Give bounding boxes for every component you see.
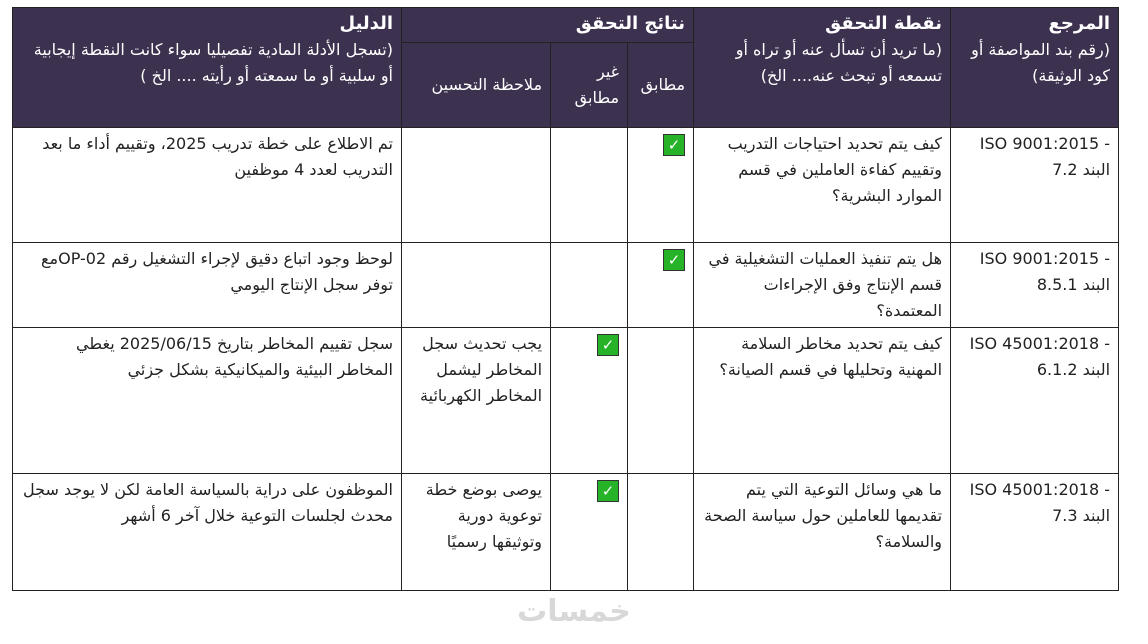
- header-improvement: ملاحظة التحسين: [400, 42, 552, 128]
- evidence-cell: لوحظ وجود اتباع دقيق لإجراء التشغيل رقم …: [12, 242, 402, 328]
- checkbox-checked-icon[interactable]: ✓: [663, 134, 686, 156]
- header-non-match: غير مطابق: [550, 42, 629, 128]
- reference-cell: - ISO 45001:2018 البند 7.3: [950, 473, 1120, 591]
- reference-cell: - ISO 45001:2018 البند 6.1.2: [950, 327, 1120, 474]
- header-evidence: الدليل (تسجل الأدلة المادية تفصيليا سواء …: [12, 7, 402, 128]
- checkbox-checked-icon[interactable]: ✓: [663, 249, 686, 271]
- check-point-cell: كيف يتم تحديد مخاطر السلامة المهنية وتحل…: [693, 327, 952, 474]
- table-row: - ISO 45001:2018 البند 6.1.2 كيف يتم تحدي…: [12, 327, 1120, 474]
- header-check-point-title: نقطة التحقق: [825, 13, 943, 34]
- evidence-cell: تم الاطلاع على خطة تدريب 2025، وتقييم أد…: [12, 127, 402, 243]
- header-check-point-subtitle: (ما تريد أن تسأل عنه أو تراه أو تسمعه أو…: [735, 40, 943, 85]
- match-cell: [627, 473, 695, 591]
- evidence-cell: سجل تقييم المخاطر بتاريخ 2025/06/15 يغطي…: [12, 327, 402, 474]
- checkbox-checked-icon[interactable]: ✓: [597, 480, 620, 502]
- improvement-cell: [400, 242, 552, 328]
- evidence-cell: الموظفون على دراية بالسياسة العامة لكن ل…: [12, 473, 402, 591]
- improvement-cell: يوصى بوضع خطة توعوية دورية وتوثيقها رسمي…: [400, 473, 552, 591]
- match-cell: [627, 327, 695, 474]
- table-row: - ISO 9001:2015 البند 8.5.1 هل يتم تنفيذ …: [12, 242, 1120, 328]
- header-evidence-subtitle: (تسجل الأدلة المادية تفصيليا سواء كانت ا…: [33, 40, 393, 85]
- table-row: - ISO 9001:2015 البند 7.2 كيف يتم تحديد ا…: [12, 127, 1120, 243]
- table-row: - ISO 45001:2018 البند 7.3 ما هي وسائل ال…: [12, 473, 1120, 591]
- non-match-cell: ✓: [550, 327, 629, 474]
- reference-cell: - ISO 9001:2015 البند 7.2: [950, 127, 1120, 243]
- improvement-cell: يجب تحديث سجل المخاطر ليشمل المخاطر الكه…: [400, 327, 552, 474]
- audit-checklist-table: المرجع (رقم بند المواصفة أو كود الوثيقة) …: [12, 7, 1120, 591]
- header-results: نتائج التحقق: [400, 7, 695, 43]
- header-match: مطابق: [627, 42, 695, 128]
- improvement-cell: [400, 127, 552, 243]
- non-match-cell: ✓: [550, 473, 629, 591]
- check-point-cell: ما هي وسائل التوعية التي يتم تقديمها للع…: [693, 473, 952, 591]
- check-point-cell: كيف يتم تحديد احتياجات التدريب وتقييم كف…: [693, 127, 952, 243]
- watermark-logo: خمسات: [517, 594, 631, 629]
- match-cell: ✓: [627, 127, 695, 243]
- non-match-cell: [550, 127, 629, 243]
- header-evidence-title: الدليل: [339, 13, 394, 34]
- header-reference-title: المرجع: [1048, 13, 1111, 34]
- reference-cell: - ISO 9001:2015 البند 8.5.1: [950, 242, 1120, 328]
- header-check-point: نقطة التحقق (ما تريد أن تسأل عنه أو تراه …: [693, 7, 952, 128]
- checkbox-checked-icon[interactable]: ✓: [597, 334, 620, 356]
- header-reference-subtitle: (رقم بند المواصفة أو كود الوثيقة): [971, 40, 1111, 85]
- non-match-cell: [550, 242, 629, 328]
- match-cell: ✓: [627, 242, 695, 328]
- header-reference: المرجع (رقم بند المواصفة أو كود الوثيقة): [950, 7, 1120, 128]
- check-point-cell: هل يتم تنفيذ العمليات التشغيلية في قسم ا…: [693, 242, 952, 328]
